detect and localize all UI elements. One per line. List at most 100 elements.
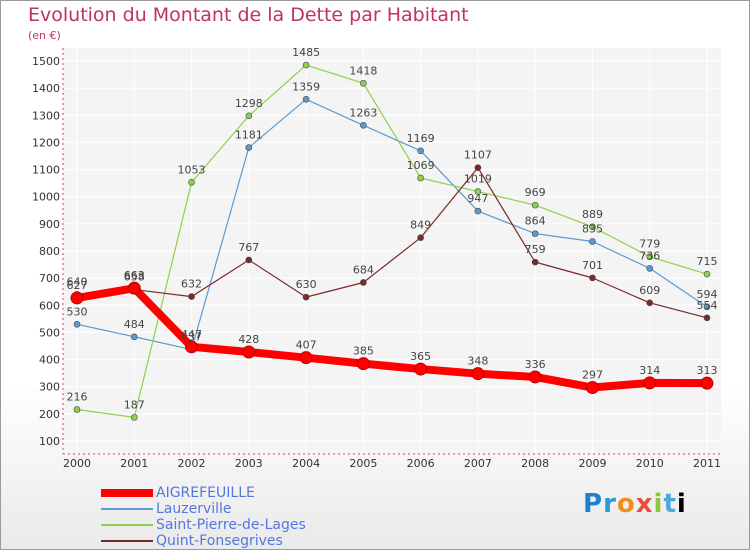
data-label: 1169 xyxy=(407,132,435,145)
data-point xyxy=(474,188,482,195)
legend-swatch xyxy=(101,489,153,497)
x-tick-label: 2005 xyxy=(349,457,377,470)
data-point xyxy=(703,270,711,278)
data-point xyxy=(703,303,711,311)
y-tick-label: 1400 xyxy=(32,82,60,95)
x-tick-label: 2007 xyxy=(464,457,492,470)
data-label: 407 xyxy=(296,339,317,352)
data-label: 484 xyxy=(124,318,145,331)
data-point xyxy=(474,164,482,171)
data-label: 1107 xyxy=(464,149,492,162)
data-point xyxy=(360,79,367,87)
data-label: 1418 xyxy=(349,64,377,77)
data-point xyxy=(302,61,310,69)
data-point xyxy=(245,112,253,120)
chart-subtitle: (en €) xyxy=(28,29,61,42)
data-point xyxy=(585,381,599,395)
data-point xyxy=(188,293,195,300)
data-label: 314 xyxy=(639,364,660,377)
x-tick-label: 2006 xyxy=(407,457,435,470)
series-line xyxy=(76,98,708,351)
logo-letter: t xyxy=(663,489,677,519)
x-tick-label: 2000 xyxy=(63,457,91,470)
data-label: 663 xyxy=(124,269,145,282)
data-label: 313 xyxy=(697,364,718,377)
data-label: 715 xyxy=(697,255,718,268)
data-label: 640 xyxy=(67,275,88,288)
data-label: 947 xyxy=(467,192,488,205)
data-point xyxy=(589,238,596,245)
data-label: 336 xyxy=(525,358,546,371)
data-point xyxy=(73,406,81,413)
series-line xyxy=(73,284,711,392)
data-label: 627 xyxy=(67,279,88,292)
y-tick-label: 900 xyxy=(39,218,60,231)
data-label: 348 xyxy=(467,355,488,368)
data-point xyxy=(130,333,138,341)
x-tick-label: 2001 xyxy=(120,457,148,470)
data-label: 1069 xyxy=(407,159,435,172)
y-tick-label: 1300 xyxy=(32,109,60,122)
legend-label: AIGREFEUILLE xyxy=(156,485,255,501)
data-label: 969 xyxy=(525,186,546,199)
data-point xyxy=(188,179,195,186)
data-point xyxy=(185,340,199,354)
data-label: 1181 xyxy=(235,129,263,142)
data-label: 447 xyxy=(181,328,202,341)
data-point xyxy=(302,293,310,301)
logo-letter: P xyxy=(583,489,604,519)
data-point xyxy=(646,299,654,307)
data-label: 767 xyxy=(238,241,259,254)
data-label: 1359 xyxy=(292,80,320,93)
x-tick-label: 2010 xyxy=(636,457,664,470)
data-label: 609 xyxy=(639,284,660,297)
data-label: 385 xyxy=(353,345,374,358)
data-point xyxy=(299,351,313,365)
data-label: 297 xyxy=(582,369,603,382)
data-label: 889 xyxy=(582,208,603,221)
x-tick-label: 2011 xyxy=(693,457,721,470)
data-point xyxy=(417,147,424,155)
data-label: 835 xyxy=(582,223,603,236)
data-point xyxy=(643,376,657,390)
data-label: 864 xyxy=(525,215,546,228)
logo-letter: o xyxy=(616,489,636,519)
y-tick-label: 600 xyxy=(39,299,60,312)
data-point xyxy=(531,230,539,237)
y-tick-label: 1000 xyxy=(32,191,60,204)
data-label: 365 xyxy=(410,350,431,363)
data-point xyxy=(360,279,367,286)
data-point xyxy=(417,174,424,182)
data-label: 554 xyxy=(697,299,718,312)
data-point xyxy=(417,234,424,241)
data-point xyxy=(703,314,711,322)
data-label: 530 xyxy=(67,305,88,318)
x-tick-label: 2003 xyxy=(235,457,263,470)
data-point xyxy=(474,207,482,215)
y-tick-label: 300 xyxy=(39,381,60,394)
proxiti-logo: Proxiti xyxy=(583,489,687,519)
y-tick-label: 200 xyxy=(39,408,60,421)
data-point xyxy=(302,95,310,103)
y-tick-label: 1100 xyxy=(32,164,60,177)
data-point xyxy=(414,362,428,376)
data-point xyxy=(528,370,542,384)
logo-letter: r xyxy=(603,489,617,519)
data-label: 1485 xyxy=(292,46,320,59)
y-tick-label: 1200 xyxy=(32,136,60,149)
data-point xyxy=(589,223,596,231)
data-label: 216 xyxy=(67,391,88,404)
data-label: 736 xyxy=(639,249,660,262)
x-tick-label: 2002 xyxy=(178,457,206,470)
data-label: 437 xyxy=(181,331,202,344)
data-point xyxy=(589,274,596,282)
legend-label: Saint-Pierre-de-Lages xyxy=(156,517,306,533)
x-tick-label: 2004 xyxy=(292,457,320,470)
data-point xyxy=(245,144,253,151)
y-tick-label: 800 xyxy=(39,245,60,258)
data-point xyxy=(242,345,256,359)
y-tick-label: 700 xyxy=(39,272,60,285)
legend-label: Lauzerville xyxy=(156,501,232,517)
